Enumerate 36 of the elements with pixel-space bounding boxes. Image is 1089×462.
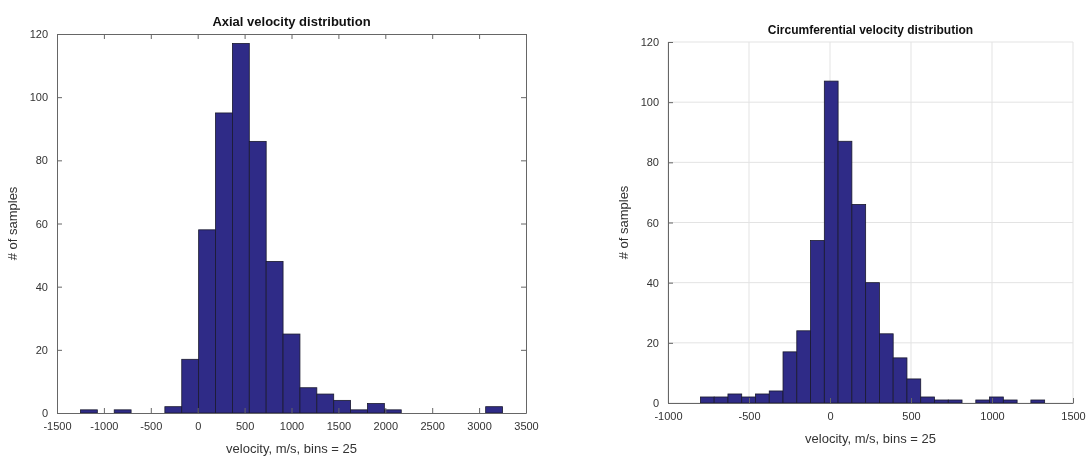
y-tick-label: 80 xyxy=(646,156,659,169)
x-tick-label: 1500 xyxy=(1061,409,1086,422)
chart-title: Axial velocity distribution xyxy=(212,14,371,29)
x-tick-label: 3000 xyxy=(467,419,492,432)
y-tick-label: 20 xyxy=(646,336,659,349)
x-axis-title: velocity, m/s, bins = 25 xyxy=(226,441,357,456)
y-tick-label: 120 xyxy=(640,36,659,49)
x-tick-label: 1500 xyxy=(326,419,352,432)
x-tick-label: 500 xyxy=(902,409,921,422)
y-tick-label: 80 xyxy=(35,154,48,167)
chart-title: Circumferential velocity distribution xyxy=(767,23,974,37)
x-tick-label: -500 xyxy=(140,419,163,432)
y-tick-label: 120 xyxy=(29,28,48,41)
x-tick-label: 3500 xyxy=(514,419,539,432)
y-axis-title: # of samples xyxy=(616,185,631,260)
x-tick-label: 500 xyxy=(235,419,255,432)
x-tick-label: -1500 xyxy=(43,419,72,432)
x-tick-label: 2500 xyxy=(420,419,445,432)
y-axis-title: # of samples xyxy=(5,186,20,261)
x-tick-label: 1000 xyxy=(980,409,1005,422)
x-tick-label: 1000 xyxy=(279,419,305,432)
x-tick-label: 0 xyxy=(827,409,834,422)
x-axis-title: velocity, m/s, bins = 25 xyxy=(805,431,936,446)
y-tick-label: 40 xyxy=(646,276,659,289)
x-tick-label: -1000 xyxy=(90,419,119,432)
y-tick-label: 60 xyxy=(646,216,659,229)
y-tick-label: 0 xyxy=(652,397,659,410)
y-tick-label: 100 xyxy=(640,96,659,109)
x-tick-label: -1000 xyxy=(654,409,683,422)
y-tick-label: 100 xyxy=(29,91,48,104)
x-tick-label: -500 xyxy=(738,409,761,422)
x-tick-label: 2000 xyxy=(373,419,399,432)
y-tick-label: 20 xyxy=(35,343,48,356)
x-tick-label: 0 xyxy=(195,419,202,432)
y-tick-label: 40 xyxy=(35,280,48,293)
y-tick-label: 60 xyxy=(35,217,48,230)
